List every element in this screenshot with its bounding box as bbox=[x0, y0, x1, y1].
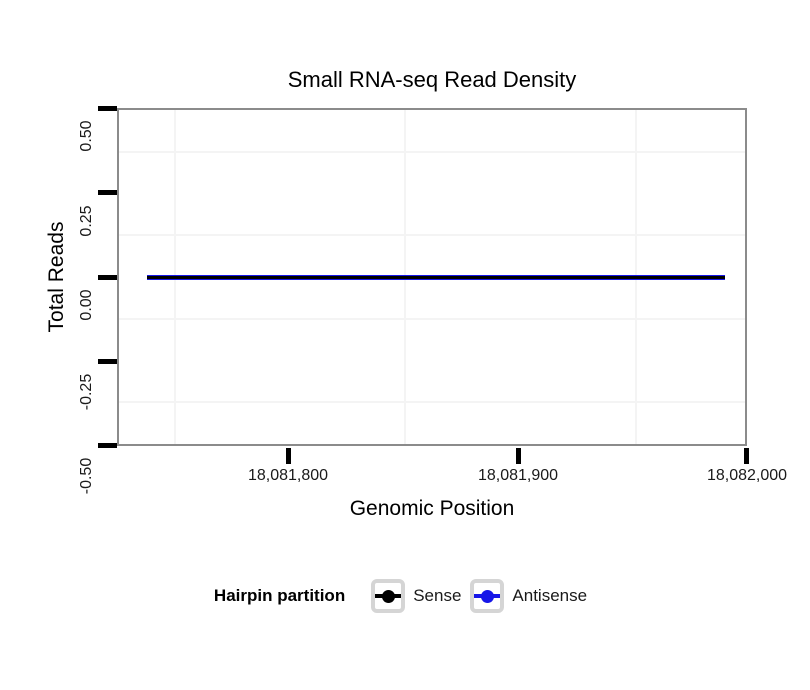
x-tick-mark bbox=[744, 448, 749, 464]
legend-item-sense: Sense bbox=[371, 579, 461, 613]
plot-title: Small RNA-seq Read Density bbox=[287, 67, 577, 92]
y-tick-mark bbox=[98, 275, 117, 280]
legend-item-antisense: Antisense bbox=[470, 579, 587, 613]
y-tick-label: -0.25 bbox=[78, 373, 95, 411]
x-tick-label: 18,081,800 bbox=[247, 467, 329, 484]
y-tick-mark bbox=[98, 106, 117, 111]
legend-key-sense bbox=[371, 579, 406, 613]
y-tick-label: 0.50 bbox=[78, 120, 95, 152]
minor-gridline-horizontal bbox=[119, 234, 745, 237]
y-tick-mark bbox=[98, 443, 117, 448]
legend-label-antisense: Antisense bbox=[512, 586, 588, 605]
x-axis-title: Genomic Position bbox=[349, 497, 515, 520]
legend: Hairpin partition Sense Antisense bbox=[0, 577, 810, 615]
x-tick-mark bbox=[516, 448, 521, 464]
plot-panel bbox=[117, 108, 747, 446]
legend-key-antisense bbox=[470, 579, 505, 613]
y-tick-label: 0.00 bbox=[78, 289, 95, 321]
y-axis-title: Total Reads bbox=[45, 221, 68, 333]
y-tick-label: 0.25 bbox=[78, 205, 95, 237]
antisense-point-icon bbox=[480, 589, 494, 603]
x-tick-mark bbox=[286, 448, 291, 464]
legend-label-sense: Sense bbox=[413, 586, 462, 605]
x-tick-label: 18,081,900 bbox=[477, 467, 559, 484]
y-tick-mark bbox=[98, 359, 117, 364]
minor-gridline-horizontal bbox=[119, 317, 745, 320]
y-tick-mark bbox=[98, 190, 117, 195]
minor-gridline-horizontal bbox=[119, 401, 745, 404]
sense-point-icon bbox=[381, 589, 395, 603]
x-tick-label: 18,082,000 bbox=[706, 467, 788, 484]
series-line-sense bbox=[147, 275, 725, 279]
legend-title: Hairpin partition bbox=[213, 586, 346, 605]
minor-gridline-horizontal bbox=[119, 150, 745, 153]
y-tick-label: -0.50 bbox=[78, 457, 95, 495]
